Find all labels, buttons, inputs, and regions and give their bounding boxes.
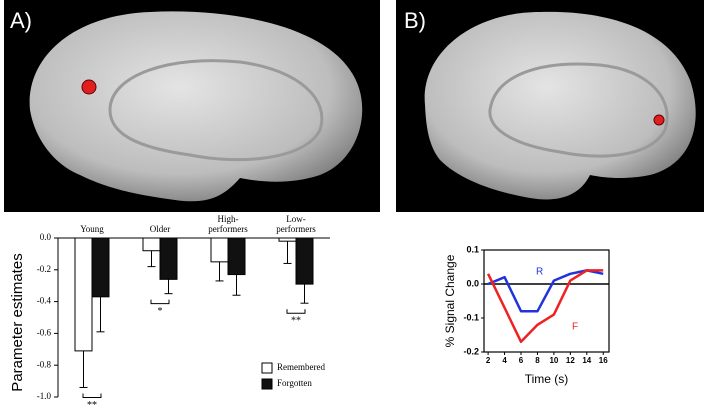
- brain-panel-b: B): [396, 0, 704, 212]
- x-tick-label: 4: [502, 356, 507, 365]
- legend-swatch: [261, 362, 273, 374]
- y-axis-label: % Signal Change: [443, 254, 457, 347]
- significance-label: **: [87, 400, 97, 411]
- bar: [227, 237, 246, 276]
- significance-label: **: [291, 315, 301, 326]
- error-bar: [215, 261, 224, 282]
- bar: [91, 237, 110, 298]
- y-tick-label: -1.0: [37, 391, 52, 401]
- y-tick-label: -0.2: [463, 346, 479, 356]
- bar: [295, 237, 314, 285]
- error-bar: [147, 250, 156, 268]
- significance-label: *: [158, 306, 163, 317]
- y-tick-label: 0.1: [466, 244, 479, 254]
- significance-bracket: [150, 299, 170, 305]
- x-tick-label: 16: [599, 356, 608, 365]
- category-label: Older: [149, 224, 171, 234]
- panel-label: A): [10, 8, 32, 33]
- x-tick-label: 10: [549, 356, 558, 365]
- x-tick-label: 14: [582, 356, 591, 365]
- y-tick-label: -0.8: [37, 359, 52, 369]
- x-tick-label: 12: [566, 356, 575, 365]
- y-tick-label: 0.0: [40, 232, 52, 242]
- y-tick-label: 0.0: [466, 278, 479, 288]
- error-bar: [300, 284, 309, 304]
- x-tick-label: 2: [486, 356, 491, 365]
- series-label: R: [536, 267, 543, 278]
- line-series: [487, 269, 604, 313]
- y-tick-label: -0.6: [37, 327, 52, 337]
- legend-label: Forgotten: [277, 378, 312, 388]
- brain-panel-a: A): [4, 0, 380, 212]
- legend-swatch: [261, 378, 273, 390]
- error-bar: [79, 350, 88, 388]
- bar: [278, 237, 297, 242]
- bar: [210, 237, 229, 263]
- bar: [74, 237, 93, 352]
- error-bar: [232, 274, 241, 296]
- x-axis-label: Time (s): [525, 372, 569, 386]
- bar: [159, 237, 178, 280]
- category-label: Low-performers: [276, 214, 316, 234]
- error-bar: [283, 241, 292, 264]
- y-tick-label: -0.4: [37, 296, 52, 306]
- x-tick-label: 8: [535, 356, 540, 365]
- y-tick-label: -0.2: [37, 264, 51, 274]
- line-series: [486, 269, 604, 344]
- error-bar: [96, 296, 105, 333]
- x-tick-label: 6: [519, 356, 524, 365]
- legend-label: Remembered: [277, 362, 325, 372]
- category-label: Young: [80, 224, 104, 234]
- y-axis-label: Parameter estimates: [9, 253, 26, 391]
- series-label: F: [572, 322, 578, 333]
- panel-label: B): [404, 8, 426, 33]
- significance-bracket: [82, 393, 102, 398]
- error-bar: [164, 279, 173, 295]
- plot-frame: [483, 249, 610, 353]
- bar: [142, 237, 161, 252]
- category-label: High-performers: [208, 214, 248, 234]
- significance-bracket: [286, 309, 306, 314]
- y-tick-label: -0.1: [463, 312, 479, 322]
